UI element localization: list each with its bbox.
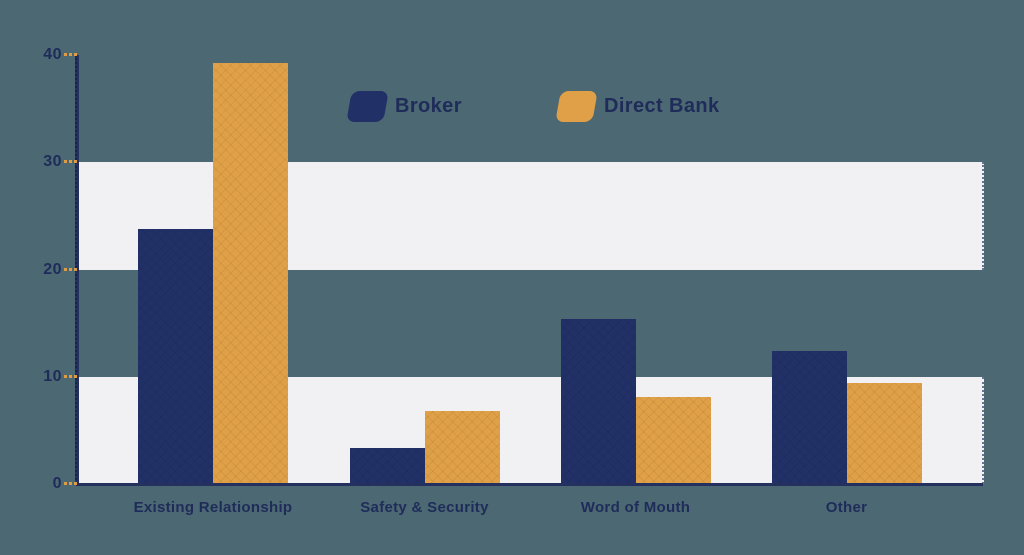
x-category-label-1: Safety & Security	[360, 499, 489, 516]
bar-direct-bank-1	[424, 411, 500, 484]
y-tick-dash-30	[64, 160, 77, 164]
bar-direct-bank-2	[635, 397, 711, 484]
x-category-label-3: Other	[825, 499, 868, 516]
y-tick-label-10: 10	[43, 367, 62, 385]
x-axis	[76, 483, 983, 486]
bar-broker-0	[138, 228, 213, 484]
y-tick-label-30: 30	[43, 153, 62, 171]
y-tick-dash-40	[64, 53, 77, 56]
x-category-label-0: Existing Relationship	[133, 499, 293, 516]
bar-direct-bank-3	[846, 383, 922, 484]
x-category-label-2: Word of Mouth	[580, 499, 691, 516]
y-tick-dash-0	[64, 482, 77, 485]
y-tick-label-20: 20	[43, 260, 62, 278]
bar-direct-bank-0	[213, 62, 288, 484]
legend-label-direct-bank: Direct Bank	[604, 95, 720, 117]
broker-swatch-icon	[346, 91, 389, 122]
direct-bank-swatch-icon	[555, 91, 598, 122]
legend-label-broker: Broker	[395, 95, 462, 117]
bar-broker-3	[771, 351, 847, 484]
y-tick-label-0: 0	[52, 475, 62, 492]
y-tick-dash-10	[64, 374, 77, 378]
y-tick-label-40: 40	[43, 46, 62, 63]
bar-broker-1	[349, 447, 425, 484]
legend-item-broker: Broker	[346, 91, 462, 122]
legend-item-direct-bank: Direct Bank	[555, 91, 720, 122]
y-tick-dash-20	[64, 267, 77, 271]
bar-broker-2	[560, 318, 636, 484]
